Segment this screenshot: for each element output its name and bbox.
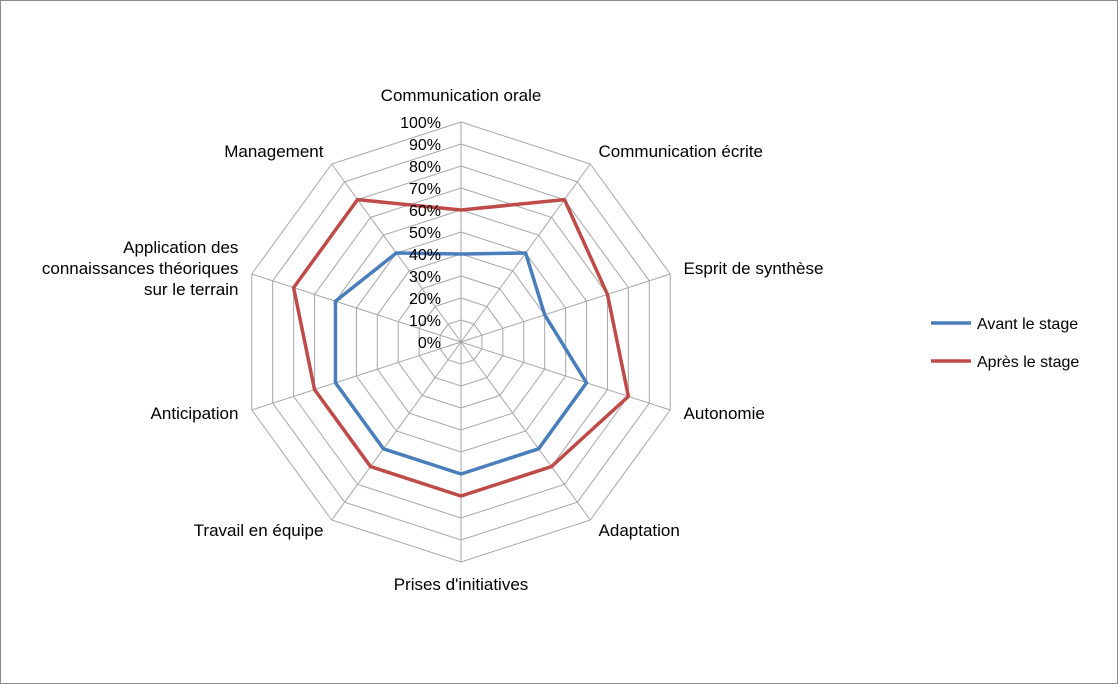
spoke-7 [251,341,462,411]
tick-label: 70% [409,181,441,198]
category-label: Communication écrite [599,142,763,161]
category-labels: Communication orale Communication écrite E… [42,86,824,594]
tick-label: 90% [409,137,441,154]
tick-label: 40% [409,247,441,264]
legend-label-avant: Avant le stage [977,316,1078,333]
category-label: Adaptation [599,521,680,540]
category-label-line: Travail en équipe [194,521,324,540]
category-label-line: connaissances théoriques [42,259,239,278]
category-label: Anticipation [151,404,239,423]
legend: Avant le stage Après le stage [931,316,1079,371]
tick-label: 60% [409,203,441,220]
spoke-4 [460,341,591,521]
tick-label: 100% [400,115,441,132]
spoke-6 [331,341,462,521]
category-label: Prises d'initiatives [394,575,529,594]
spoke-8 [251,273,462,343]
tick-label: 50% [409,225,441,242]
category-label-line: Prises d'initiatives [394,575,529,594]
category-label-line: Management [224,142,324,161]
category-label: Application des connaissances théoriques s… [42,238,239,299]
category-label: Communication orale [381,86,542,105]
category-label-line: Anticipation [151,404,239,423]
category-label-line: Adaptation [599,521,680,540]
category-label: Autonomie [684,404,765,423]
spoke-2 [460,273,671,343]
spoke-3 [460,341,671,411]
category-label: Travail en équipe [194,521,324,540]
tick-labels: 0% 10% 20% 30% 40% 50% 60% 70% 80% 90% 100% [400,115,441,352]
series-line-apres [291,197,631,498]
series-line-avant [333,251,589,476]
tick-label: 0% [418,335,441,352]
category-label-line: Autonomie [684,404,765,423]
tick-label: 20% [409,291,441,308]
series-layer [291,197,631,498]
category-label: Management [224,142,324,161]
category-label-line: sur le terrain [144,280,238,299]
category-label: Esprit de synthèse [684,259,824,278]
category-label-line: Application des [123,238,238,257]
tick-label: 30% [409,269,441,286]
category-label-line: Communication orale [381,86,542,105]
tick-label: 80% [409,159,441,176]
legend-label-apres: Après le stage [977,354,1079,371]
category-label-line: Esprit de synthèse [684,259,824,278]
category-label-line: Communication écrite [599,142,763,161]
radar-grid [251,121,671,563]
tick-label: 10% [409,313,441,330]
